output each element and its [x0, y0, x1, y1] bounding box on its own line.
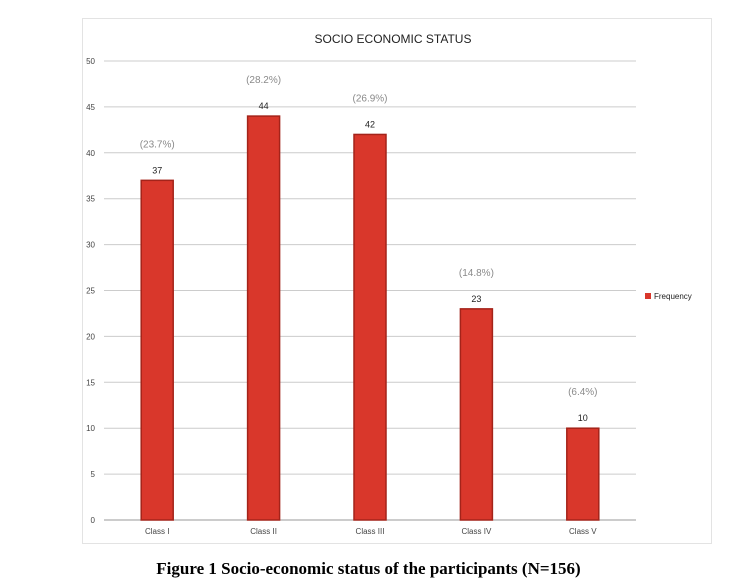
x-tick-label: Class I — [145, 527, 169, 536]
legend-swatch — [645, 293, 651, 299]
y-tick-label: 40 — [86, 149, 95, 158]
bar — [246, 115, 281, 521]
y-tick-label: 0 — [91, 516, 96, 525]
bar-value-label: 44 — [259, 101, 269, 111]
legend: Frequency — [645, 292, 692, 301]
chart-frame — [82, 18, 712, 544]
bar-percent-label: (26.9%) — [352, 93, 387, 104]
bar-value-label: 37 — [152, 165, 162, 175]
y-tick-label: 25 — [86, 287, 95, 296]
bar-percent-label: (6.4%) — [568, 387, 597, 398]
data-labels: 37 (23.7%) 44 (28.2%) 42 (26.9%) 23 (14.8%) 10 (6… — [140, 75, 598, 423]
y-tick-label: 45 — [86, 103, 95, 112]
x-tick-label: Class III — [356, 527, 385, 536]
y-axis-ticks: 0 5 10 15 20 25 30 35 40 45 50 — [86, 57, 95, 525]
y-tick-label: 30 — [86, 241, 95, 250]
bar-percent-label: (28.2%) — [246, 75, 281, 86]
x-tick-label: Class IV — [462, 527, 492, 536]
x-tick-label: Class II — [250, 527, 277, 536]
bar — [140, 179, 174, 521]
y-tick-label: 5 — [91, 470, 96, 479]
bar-percent-label: (23.7%) — [140, 139, 175, 150]
x-tick-label: Class V — [569, 527, 597, 536]
y-tick-label: 10 — [86, 424, 95, 433]
bar — [566, 427, 600, 521]
bar-value-label: 42 — [365, 119, 375, 129]
bar-percent-label: (14.8%) — [459, 268, 494, 279]
y-tick-label: 50 — [86, 57, 95, 66]
y-tick-label: 15 — [86, 378, 95, 387]
bar-value-label: 23 — [471, 294, 481, 304]
y-tick-label: 35 — [86, 195, 95, 204]
chart-title: SOCIO ECONOMIC STATUS — [315, 32, 472, 46]
bar-value-label: 10 — [578, 413, 588, 423]
figure-caption: Figure 1 Socio-economic status of the pa… — [156, 559, 581, 578]
x-axis-ticks: Class I Class II Class III Class IV Class V — [145, 527, 597, 536]
y-tick-label: 20 — [86, 332, 95, 341]
bars — [140, 115, 600, 521]
bar — [459, 308, 494, 521]
bar — [353, 133, 387, 521]
legend-label: Frequency — [654, 292, 692, 301]
